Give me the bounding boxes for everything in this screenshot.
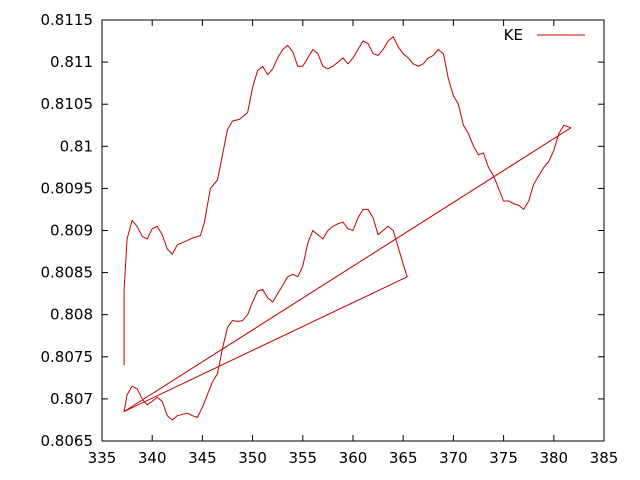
y-tick-label: 0.8085 <box>41 264 94 282</box>
y-tick-label: 0.81 <box>60 137 93 155</box>
x-tick-label: 345 <box>188 449 217 467</box>
x-tick-label: 370 <box>439 449 468 467</box>
x-tick-label: 335 <box>88 449 117 467</box>
x-tick-label: 360 <box>339 449 368 467</box>
y-tick-label: 0.809 <box>50 222 93 240</box>
y-tick-label: 0.8095 <box>41 179 94 197</box>
series-line-ke <box>123 36 572 421</box>
y-axis: 0.8065 0.807 0.8075 0.808 0.8085 0.809 0.8095 0… <box>41 11 604 450</box>
y-tick-label: 0.807 <box>50 390 93 408</box>
y-tick-label: 0.8115 <box>41 11 94 29</box>
x-tick-label: 385 <box>590 449 619 467</box>
x-tick-label: 375 <box>489 449 518 467</box>
y-tick-label: 0.8065 <box>41 432 94 450</box>
x-axis: 335 340 345 350 355 360 365 370 375 380 385 <box>88 20 619 467</box>
x-tick-label: 380 <box>539 449 568 467</box>
x-tick-label: 350 <box>238 449 267 467</box>
y-tick-label: 0.811 <box>50 53 93 71</box>
legend: KE <box>504 26 585 44</box>
series-group <box>123 36 572 421</box>
x-tick-label: 365 <box>389 449 418 467</box>
y-tick-label: 0.808 <box>50 306 93 324</box>
y-tick-label: 0.8105 <box>41 95 94 113</box>
x-tick-label: 340 <box>138 449 167 467</box>
y-tick-label: 0.8075 <box>41 348 94 366</box>
x-tick-label: 355 <box>288 449 317 467</box>
legend-label: KE <box>504 26 523 44</box>
